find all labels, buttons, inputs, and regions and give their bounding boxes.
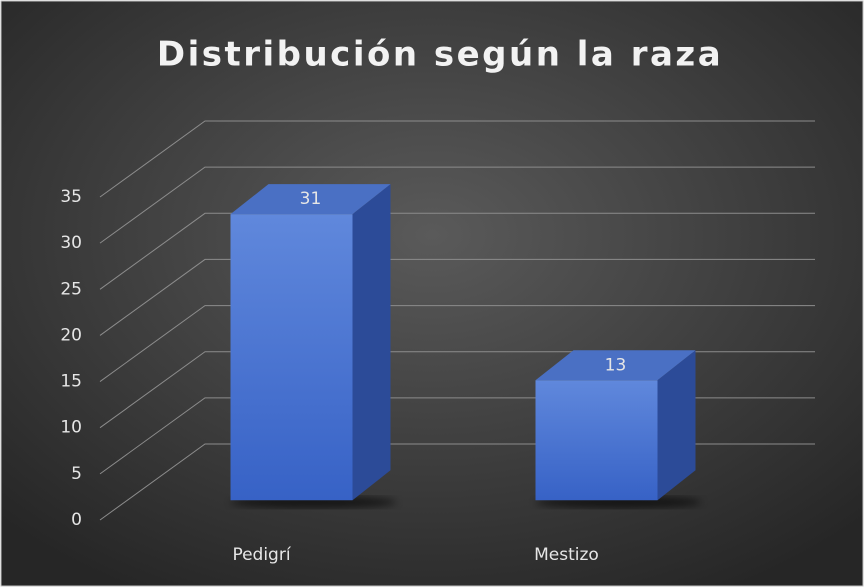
data-label: 31 <box>300 189 322 209</box>
grid-line <box>99 305 815 382</box>
bar-top <box>230 184 391 215</box>
y-tick-label: 5 <box>71 464 82 484</box>
grid-line <box>99 120 815 198</box>
data-label: 13 <box>605 355 627 375</box>
grid-line <box>99 212 815 290</box>
y-tick-label: 35 <box>60 187 82 207</box>
y-tick-label: 10 <box>60 418 82 438</box>
y-tick-label: 0 <box>71 510 82 530</box>
x-tick-label: Pedigrí <box>232 545 291 565</box>
bar-side <box>352 184 391 501</box>
y-tick-label: 30 <box>60 233 82 253</box>
y-tick-label: 25 <box>60 279 82 299</box>
chart-title: Distribución según la raza <box>157 35 723 75</box>
x-tick-label: Mestizo <box>534 545 599 565</box>
bar <box>230 214 353 501</box>
bar-side <box>657 350 696 501</box>
bars: 31 13 <box>230 184 702 509</box>
bar-top <box>535 350 696 381</box>
grid-line <box>99 258 815 336</box>
y-tick-label: 20 <box>60 325 82 345</box>
grid-line <box>99 166 815 244</box>
bar <box>535 380 658 501</box>
y-tick-label: 15 <box>60 372 82 392</box>
